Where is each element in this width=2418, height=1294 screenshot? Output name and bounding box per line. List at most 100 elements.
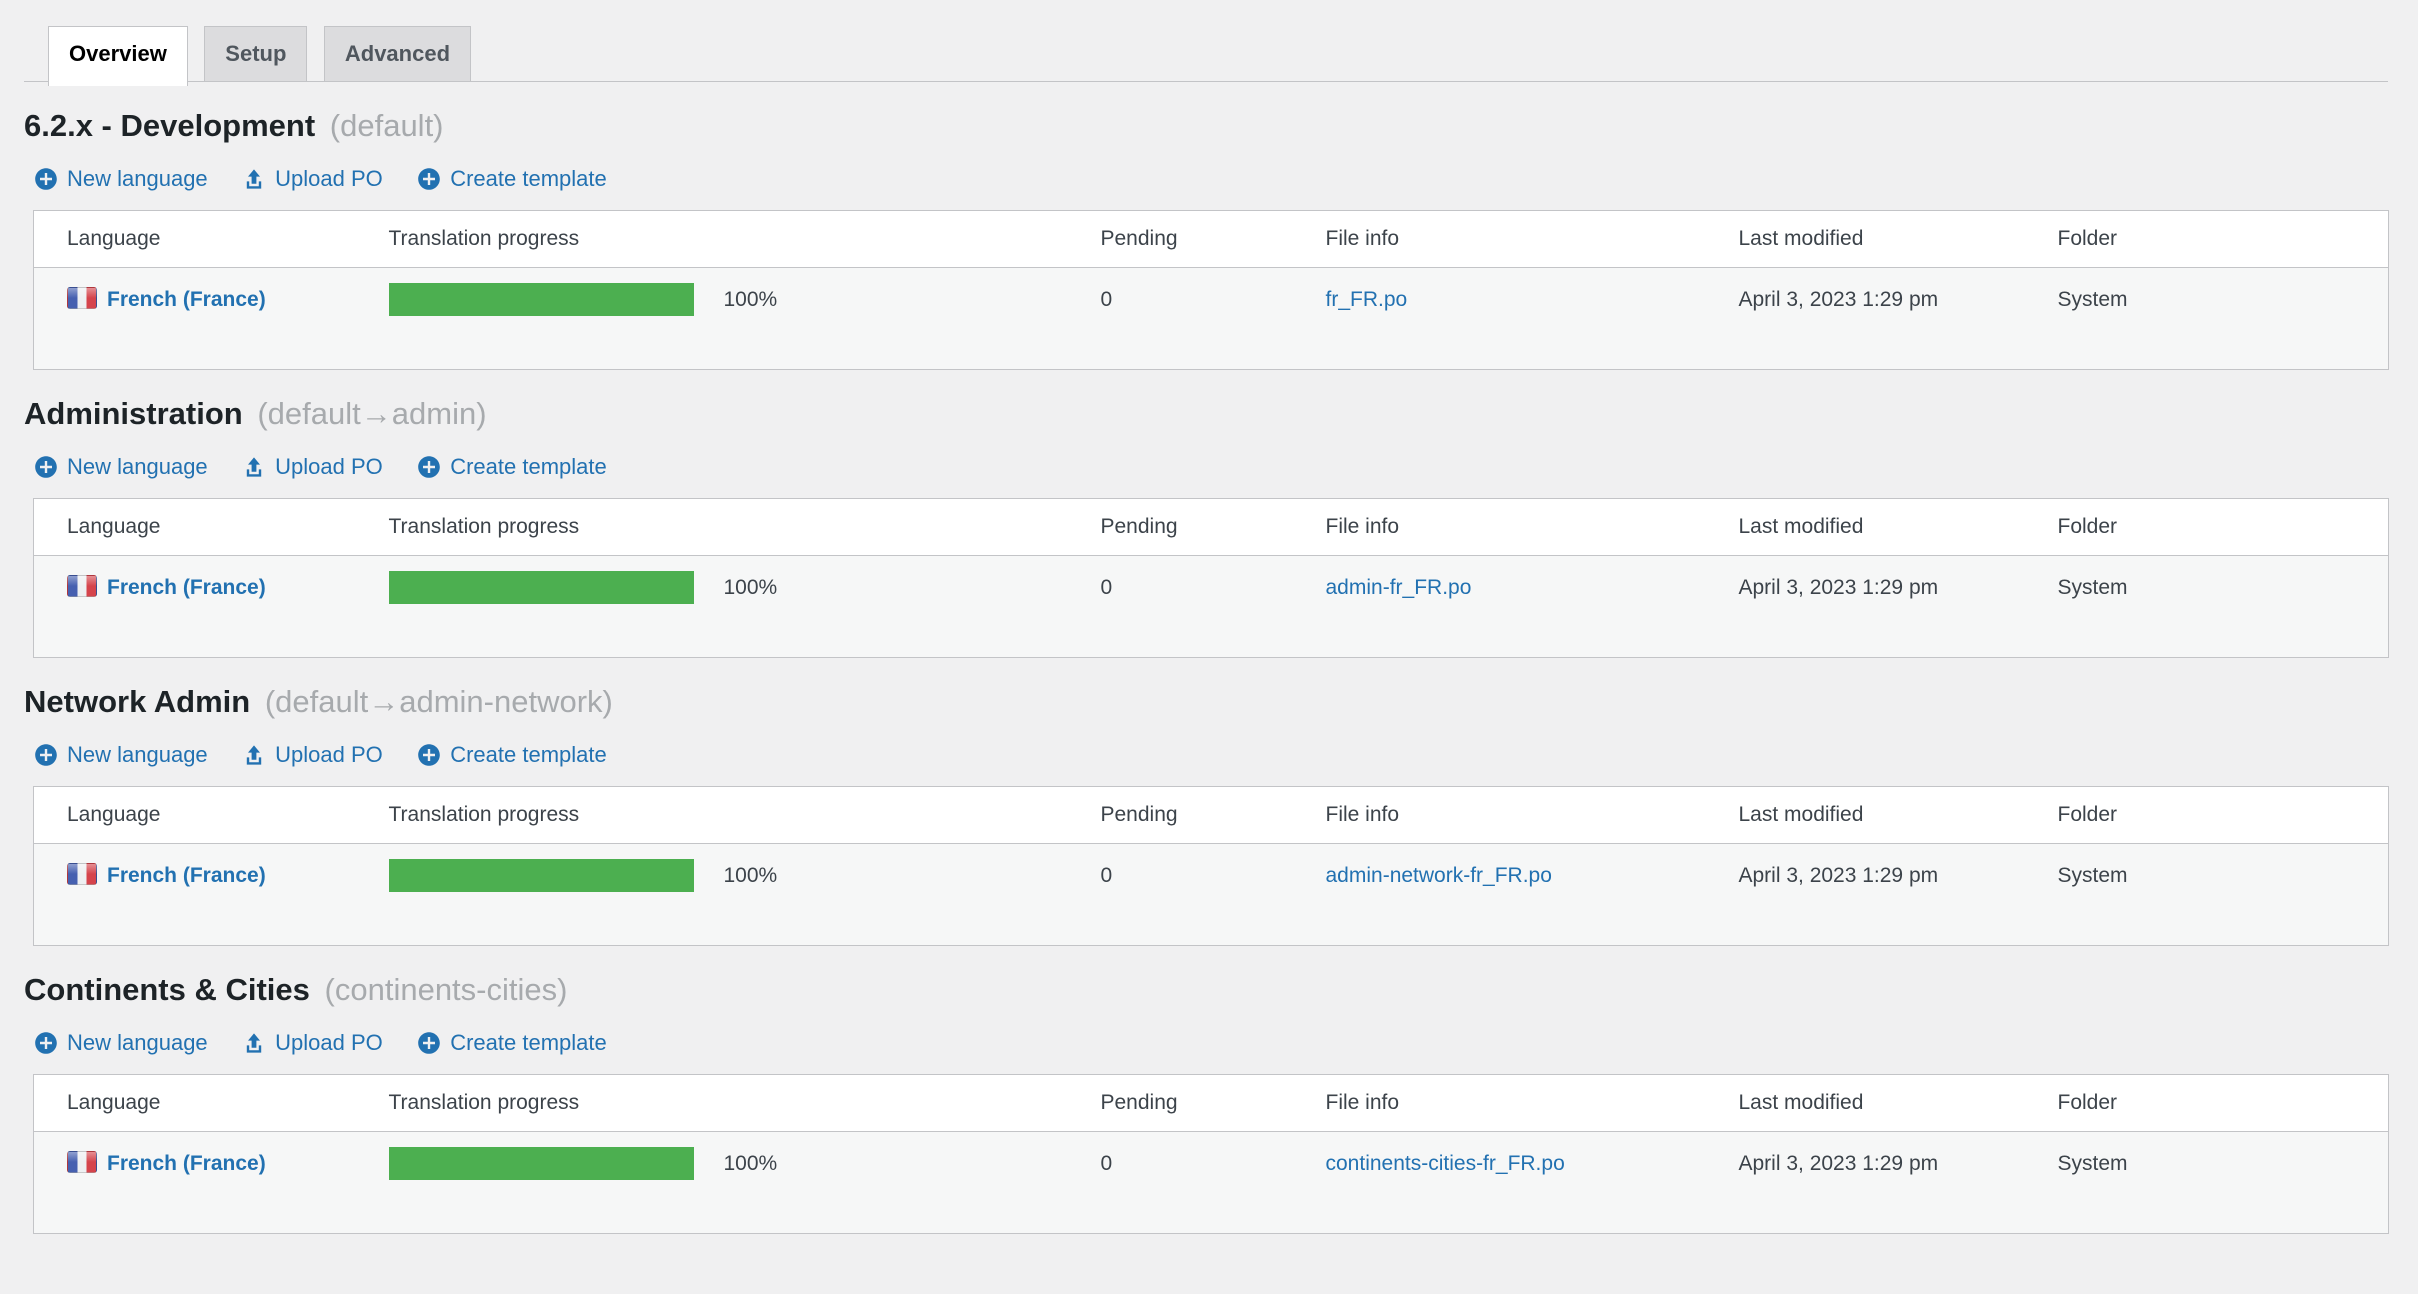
- add-circle-icon: [418, 168, 441, 190]
- add-circle-icon: [35, 744, 57, 766]
- language-link[interactable]: French (France): [107, 288, 266, 311]
- column-header-last-modified: Last modified: [1738, 498, 2058, 556]
- create-template-link[interactable]: Create template: [417, 166, 607, 192]
- bundle-name: 6.2.x - Development: [24, 108, 316, 143]
- new-language-link[interactable]: New language: [34, 454, 208, 480]
- new-language-label: New language: [67, 166, 208, 191]
- file-info-cell: continents-cities-fr_FR.po: [1325, 1131, 1739, 1234]
- new-language-label: New language: [67, 454, 208, 479]
- table-header-row: Language Translation progress Pending Fi…: [33, 210, 2389, 268]
- column-header-last-modified: Last modified: [1738, 210, 2058, 268]
- column-header-progress: Translation progress: [388, 210, 1101, 268]
- upload-icon: [246, 1033, 262, 1053]
- column-header-progress: Translation progress: [388, 1074, 1101, 1132]
- progress-cell: 100%: [388, 555, 1101, 658]
- bundle-actions: New language Upload PO Create template: [34, 742, 2388, 768]
- language-link[interactable]: French (France): [107, 576, 266, 599]
- progress-bar: [388, 1147, 694, 1180]
- file-info-cell: admin-network-fr_FR.po: [1325, 843, 1739, 946]
- new-language-label: New language: [67, 742, 208, 767]
- translations-table: Language Translation progress Pending Fi…: [33, 1074, 2389, 1234]
- add-circle-icon: [418, 1032, 441, 1054]
- pending-count: 0: [1100, 843, 1326, 946]
- column-header-file-info: File info: [1325, 210, 1739, 268]
- pending-count: 0: [1100, 1131, 1326, 1234]
- bundle-section: Network Admin (default→admin-network) Ne…: [24, 684, 2389, 946]
- progress-cell: 100%: [388, 267, 1101, 370]
- progress-cell: 100%: [388, 843, 1101, 946]
- upload-po-link[interactable]: Upload PO: [242, 1030, 383, 1056]
- progress-percent: 100%: [723, 288, 778, 311]
- upload-po-label: Upload PO: [275, 742, 383, 767]
- column-header-file-info: File info: [1325, 498, 1739, 556]
- last-modified: April 3, 2023 1:29 pm: [1738, 267, 2058, 370]
- bundle-title: Administration (default→admin): [24, 396, 2388, 432]
- bundle-domain-suffix: (continents-cities): [324, 972, 568, 1007]
- create-template-link[interactable]: Create template: [417, 1030, 607, 1056]
- column-header-folder: Folder: [2057, 786, 2389, 844]
- add-circle-icon: [35, 168, 57, 190]
- bundle-domain-suffix: (default→admin-network): [264, 684, 613, 719]
- file-info-link[interactable]: continents-cities-fr_FR.po: [1325, 1152, 1565, 1175]
- tab-advanced[interactable]: Advanced: [323, 26, 472, 82]
- file-info-link[interactable]: admin-network-fr_FR.po: [1325, 864, 1552, 887]
- progress-percent: 100%: [723, 1152, 778, 1175]
- new-language-link[interactable]: New language: [34, 166, 208, 192]
- column-header-last-modified: Last modified: [1738, 786, 2058, 844]
- create-template-link[interactable]: Create template: [417, 454, 607, 480]
- add-circle-icon: [35, 1032, 57, 1054]
- progress-bar-fill: [388, 283, 694, 316]
- language-link[interactable]: French (France): [107, 1152, 266, 1175]
- table-header-row: Language Translation progress Pending Fi…: [33, 786, 2389, 844]
- table-header-row: Language Translation progress Pending Fi…: [33, 1074, 2389, 1132]
- new-language-link[interactable]: New language: [34, 1030, 208, 1056]
- bundle-section: 6.2.x - Development (default) New langua…: [24, 108, 2389, 370]
- tab-setup[interactable]: Setup: [204, 26, 308, 82]
- upload-po-link[interactable]: Upload PO: [242, 166, 383, 192]
- create-template-label: Create template: [450, 742, 607, 767]
- folder: System: [2057, 843, 2389, 946]
- table-header-row: Language Translation progress Pending Fi…: [33, 498, 2389, 556]
- tab-overview[interactable]: Overview: [48, 26, 188, 86]
- create-template-label: Create template: [450, 166, 607, 191]
- file-info-link[interactable]: fr_FR.po: [1325, 288, 1408, 311]
- new-language-link[interactable]: New language: [34, 742, 208, 768]
- upload-po-link[interactable]: Upload PO: [242, 742, 383, 768]
- progress-bar-fill: [388, 571, 694, 604]
- bundle-actions: New language Upload PO Create template: [34, 166, 2388, 192]
- bundle-section: Continents & Cities (continents-cities) …: [24, 972, 2389, 1234]
- progress-cell: 100%: [388, 1131, 1101, 1234]
- bundle-actions: New language Upload PO Create template: [34, 1030, 2388, 1056]
- upload-po-label: Upload PO: [275, 1030, 383, 1055]
- progress-bar-fill: [388, 859, 694, 892]
- column-header-pending: Pending: [1100, 1074, 1326, 1132]
- file-info-link[interactable]: admin-fr_FR.po: [1325, 576, 1472, 599]
- sections-container: 6.2.x - Development (default) New langua…: [24, 108, 2389, 1234]
- bundle-name: Network Admin: [24, 684, 251, 719]
- file-info-cell: admin-fr_FR.po: [1325, 555, 1739, 658]
- progress-bar-fill: [388, 1147, 694, 1180]
- column-header-folder: Folder: [2057, 1074, 2389, 1132]
- bundle-domain-suffix: (default→admin): [257, 396, 487, 431]
- column-header-language: Language: [33, 1074, 389, 1132]
- language-cell: French (France): [33, 843, 389, 946]
- add-circle-icon: [35, 456, 57, 478]
- translations-table: Language Translation progress Pending Fi…: [33, 210, 2389, 370]
- upload-po-link[interactable]: Upload PO: [242, 454, 383, 480]
- column-header-language: Language: [33, 498, 389, 556]
- file-info-cell: fr_FR.po: [1325, 267, 1739, 370]
- language-cell: French (France): [33, 267, 389, 370]
- create-template-link[interactable]: Create template: [417, 742, 607, 768]
- language-link[interactable]: French (France): [107, 864, 266, 887]
- folder: System: [2057, 1131, 2389, 1234]
- column-header-pending: Pending: [1100, 786, 1326, 844]
- table-row: French (France) 100% 0 continents-cities…: [33, 1131, 2389, 1234]
- column-header-file-info: File info: [1325, 786, 1739, 844]
- progress-bar: [388, 571, 694, 604]
- column-header-file-info: File info: [1325, 1074, 1739, 1132]
- pending-count: 0: [1100, 267, 1326, 370]
- folder: System: [2057, 267, 2389, 370]
- france-flag-icon: [67, 287, 97, 309]
- add-circle-icon: [418, 744, 441, 766]
- language-cell: French (France): [33, 1131, 389, 1234]
